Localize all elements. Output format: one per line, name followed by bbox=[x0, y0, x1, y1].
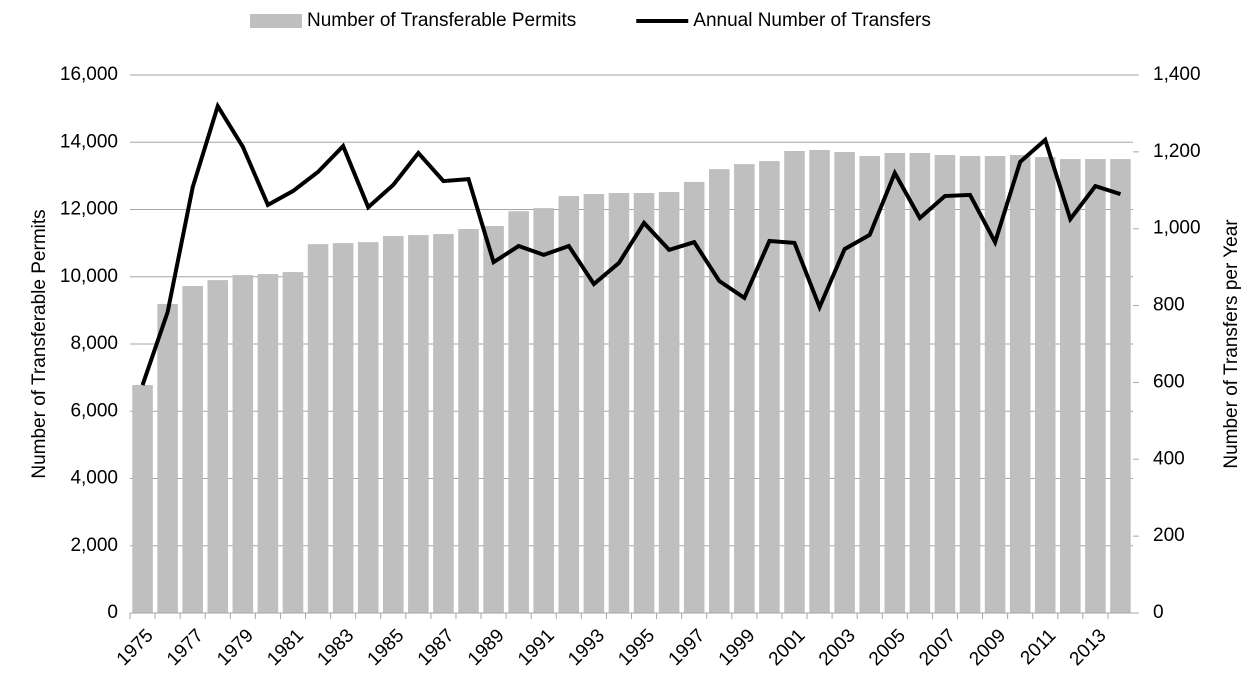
bar bbox=[784, 150, 805, 613]
y2-tick-label: 200 bbox=[1153, 525, 1185, 546]
bar bbox=[207, 280, 229, 613]
bar bbox=[408, 235, 429, 613]
bar bbox=[1034, 157, 1056, 614]
x-tick-label: 1991 bbox=[514, 625, 559, 670]
bar bbox=[734, 164, 755, 613]
bar bbox=[984, 156, 1006, 613]
bar bbox=[508, 211, 529, 613]
x-tick-label: 1997 bbox=[665, 625, 710, 670]
bar bbox=[1110, 159, 1131, 613]
x-tick-label: 1995 bbox=[614, 625, 659, 670]
y2-tick-label: 1,200 bbox=[1153, 141, 1201, 162]
x-tick-label: 2005 bbox=[865, 625, 910, 670]
y2-tick-label: 400 bbox=[1153, 448, 1185, 469]
x-tick-label: 2009 bbox=[965, 625, 1010, 670]
y2-tick-label: 800 bbox=[1153, 295, 1185, 316]
x-tick-label: 1987 bbox=[414, 625, 459, 670]
bar bbox=[708, 169, 730, 613]
bar bbox=[332, 243, 354, 613]
bar bbox=[934, 155, 956, 613]
bar bbox=[182, 285, 203, 613]
bar bbox=[583, 194, 605, 613]
line bbox=[140, 101, 1122, 386]
x-tick-label: 1977 bbox=[163, 625, 208, 670]
bar bbox=[257, 274, 279, 613]
x-tick-label: 1989 bbox=[464, 625, 509, 670]
y-tick-label: 4,000 bbox=[70, 468, 118, 489]
y-tick-label: 6,000 bbox=[70, 400, 118, 421]
y-tick-label: 0 bbox=[107, 602, 118, 623]
x-tick-label: 1983 bbox=[313, 625, 358, 670]
y-tick-label: 2,000 bbox=[70, 535, 118, 556]
bar bbox=[232, 275, 254, 613]
bar bbox=[483, 225, 504, 613]
y-tick-label: 10,000 bbox=[60, 266, 118, 287]
x-tick-label: 1985 bbox=[364, 625, 409, 670]
bar bbox=[1009, 155, 1031, 613]
bar bbox=[307, 244, 329, 614]
bar bbox=[608, 193, 630, 613]
bar bbox=[809, 149, 830, 613]
legend-label: Annual Number of Transfers bbox=[693, 10, 931, 31]
bar bbox=[1085, 159, 1106, 613]
bar bbox=[759, 161, 780, 613]
y2-tick-label: 1,000 bbox=[1153, 218, 1201, 239]
y2-axis-title: Number of Transfers per Year bbox=[1221, 219, 1242, 469]
bar bbox=[909, 153, 931, 613]
bar bbox=[458, 229, 479, 613]
x-tick-label: 2007 bbox=[915, 625, 960, 670]
x-tick-label: 1981 bbox=[263, 625, 308, 670]
bar bbox=[132, 385, 153, 613]
y2-tick-label: 600 bbox=[1153, 371, 1185, 392]
legend-label: Number of Transferable Permits bbox=[307, 10, 576, 31]
x-tick-label: 1979 bbox=[213, 625, 258, 670]
bar bbox=[658, 192, 680, 613]
bar bbox=[157, 303, 178, 613]
legend-swatch bbox=[250, 14, 302, 28]
x-tick-label: 2013 bbox=[1066, 625, 1111, 670]
bar bbox=[282, 272, 304, 613]
y-axis-title: Number of Transferable Permits bbox=[29, 209, 50, 478]
bar bbox=[383, 236, 404, 613]
bar bbox=[859, 156, 880, 613]
x-tick-label: 1975 bbox=[113, 625, 158, 670]
bar bbox=[683, 181, 705, 614]
bar bbox=[1060, 159, 1081, 613]
bar bbox=[834, 152, 855, 613]
y-tick-label: 8,000 bbox=[70, 333, 118, 354]
y2-tick-label: 1,400 bbox=[1153, 64, 1201, 85]
bar bbox=[533, 208, 555, 613]
x-tick-label: 2011 bbox=[1017, 625, 1061, 669]
y-tick-label: 12,000 bbox=[60, 199, 118, 220]
y-tick-label: 14,000 bbox=[60, 131, 118, 152]
bar bbox=[633, 193, 655, 613]
bar bbox=[433, 234, 454, 613]
bar bbox=[884, 153, 906, 613]
bar bbox=[558, 196, 580, 614]
bar bbox=[959, 156, 981, 613]
x-tick-label: 1999 bbox=[715, 625, 760, 670]
x-tick-label: 2001 bbox=[765, 625, 810, 670]
x-tick-label: 2003 bbox=[815, 625, 860, 670]
x-tick-label: 1993 bbox=[564, 625, 609, 670]
bar bbox=[357, 242, 379, 613]
y2-tick-label: 0 bbox=[1153, 602, 1164, 623]
y-tick-label: 16,000 bbox=[60, 64, 118, 85]
